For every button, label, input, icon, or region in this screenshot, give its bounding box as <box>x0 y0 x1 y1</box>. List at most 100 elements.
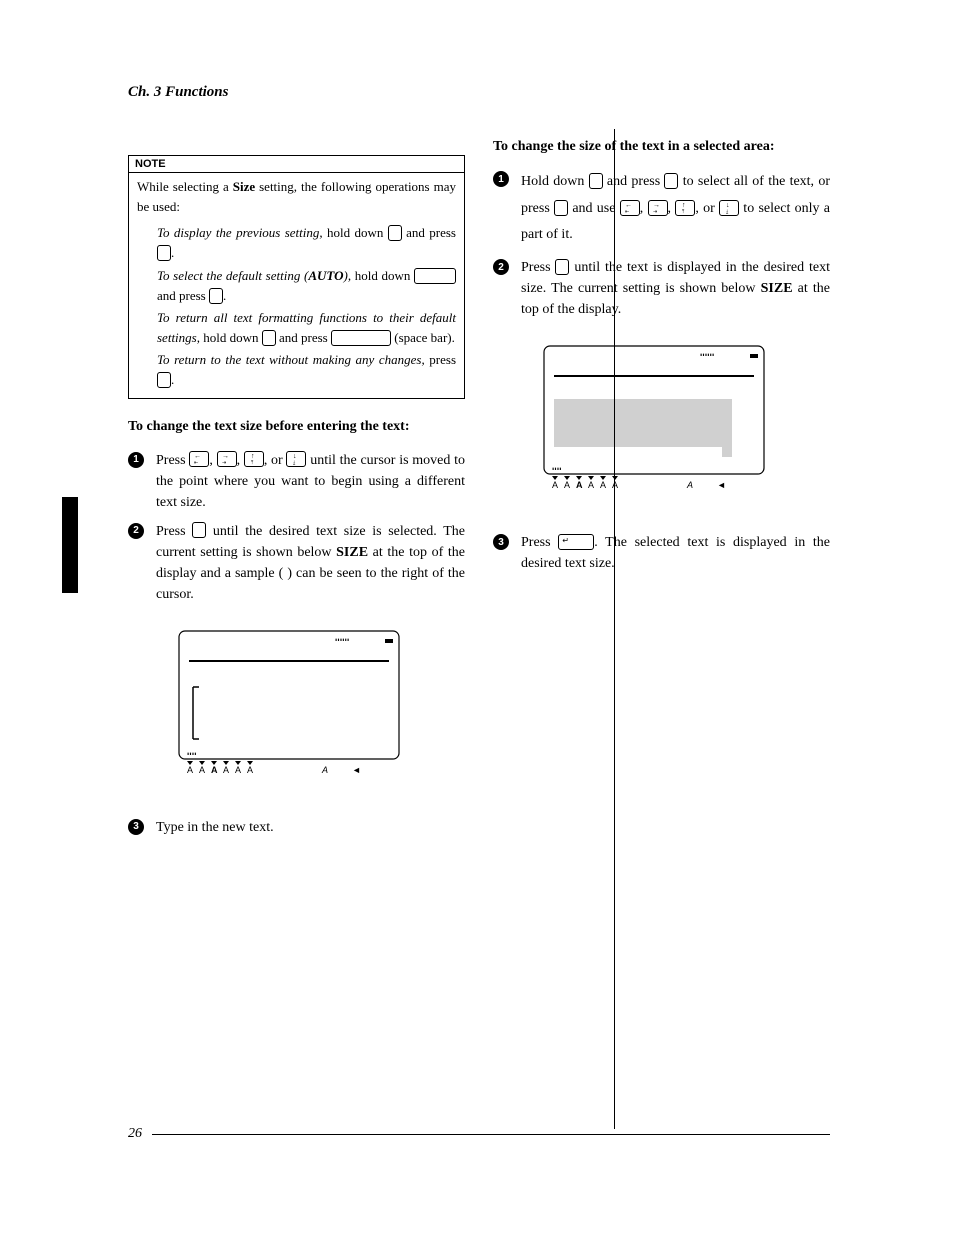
key-right-icon: →⇥ <box>217 451 237 467</box>
r1b: and press <box>603 174 665 189</box>
key-blank-icon <box>555 259 569 275</box>
key-blank-icon <box>388 225 402 241</box>
key-up-icon: ↑⤒ <box>244 451 264 467</box>
svg-text:⤒: ⤒ <box>251 460 254 466</box>
note-item2-d: and press <box>157 288 209 303</box>
display-figure-right: ▮▮▮▮▮▮ ▮▮▮▮ AAAAAAA◄ <box>542 344 782 504</box>
svg-text:A: A <box>588 480 594 490</box>
note-item1-c: and press <box>402 225 456 240</box>
note-intro-bold: Size <box>233 179 255 194</box>
chapter-title: Ch. 3 Functions <box>128 84 830 101</box>
svg-text:◄: ◄ <box>717 480 726 490</box>
note-item-4: To return to the text without making any… <box>157 350 456 390</box>
svg-text:A: A <box>187 765 193 775</box>
l1d: , or <box>264 453 287 468</box>
note-item3-b: hold down <box>200 330 262 345</box>
r1f: , <box>668 201 676 216</box>
svg-text:A: A <box>321 765 328 775</box>
svg-text:→: → <box>222 453 229 460</box>
key-down-icon: ↓⤓ <box>719 200 739 216</box>
key-up-icon: ↑⤒ <box>675 200 695 216</box>
svg-text:A: A <box>211 765 218 775</box>
svg-text:↓: ↓ <box>293 453 297 460</box>
l2a: Press <box>156 524 192 539</box>
key-spacebar-icon <box>331 330 391 346</box>
key-blank-icon <box>192 522 206 538</box>
svg-text:▮▮▮▮▮▮: ▮▮▮▮▮▮ <box>335 637 349 642</box>
svg-text:A: A <box>686 480 693 490</box>
note-header: NOTE <box>129 156 464 173</box>
svg-text:⇥: ⇥ <box>222 460 226 466</box>
left-step-3: 3 Type in the new text. <box>128 817 465 838</box>
note-box: NOTE While selecting a Size setting, the… <box>128 155 465 399</box>
key-blank-icon <box>554 200 568 216</box>
note-item2-bold: AUTO <box>308 268 343 283</box>
svg-text:⇤: ⇤ <box>625 209 629 215</box>
svg-text:←: ← <box>625 202 632 209</box>
right-step-2: 2 Press until the text is displayed in t… <box>493 257 830 320</box>
page-content: Ch. 3 Functions NOTE While selecting a S… <box>128 84 830 846</box>
left-heading: To change the text size before entering … <box>128 417 465 437</box>
svg-text:↑: ↑ <box>251 453 255 460</box>
svg-text:A: A <box>223 765 229 775</box>
svg-text:↑: ↑ <box>682 202 686 209</box>
svg-text:⇥: ⇥ <box>653 209 657 215</box>
note-item-2: To select the default setting (AUTO), ho… <box>157 266 456 306</box>
r1g: , or <box>695 201 719 216</box>
note-item-3: To return all text formatting functions … <box>157 308 456 348</box>
step-bullet-2-icon: 2 <box>128 523 144 539</box>
key-left-icon: ←⇤ <box>620 200 640 216</box>
note-item4-b: press <box>425 352 456 367</box>
right-heading: To change the size of the text in a sele… <box>493 137 830 157</box>
svg-text:A: A <box>576 480 583 490</box>
svg-text:⤓: ⤓ <box>726 209 729 215</box>
column-divider <box>614 129 615 1129</box>
r1e: , <box>640 201 648 216</box>
svg-text:⇤: ⇤ <box>194 460 198 466</box>
l2bold: SIZE <box>336 545 368 560</box>
thumb-tab <box>62 497 78 593</box>
key-blank-icon <box>209 288 223 304</box>
key-right-icon: →⇥ <box>648 200 668 216</box>
svg-text:◄: ◄ <box>352 765 361 775</box>
key-blank-icon <box>589 173 603 189</box>
key-blank-icon <box>157 372 171 388</box>
svg-text:▮▮▮▮▮▮: ▮▮▮▮▮▮ <box>700 352 714 357</box>
r1a: Hold down <box>521 174 589 189</box>
svg-text:A: A <box>564 480 570 490</box>
r3a: Press <box>521 535 558 550</box>
svg-text:A: A <box>247 765 253 775</box>
note-item-1: To display the previous setting, hold do… <box>157 223 456 263</box>
footer-rule <box>152 1134 830 1135</box>
r2a: Press <box>521 260 555 275</box>
right-column: To change the size of the text in a sele… <box>493 127 830 846</box>
key-left-icon: ←⇤ <box>189 451 209 467</box>
svg-text:A: A <box>552 480 558 490</box>
display-figure-left: ▮▮▮▮▮▮ ▮▮▮▮ AAAAAAA◄ <box>177 629 417 789</box>
svg-text:←: ← <box>194 453 201 460</box>
svg-text:⤓: ⤓ <box>293 460 296 466</box>
svg-text:→: → <box>653 202 660 209</box>
note-intro-1: While selecting a <box>137 179 233 194</box>
step-bullet-3-icon: 3 <box>128 819 144 835</box>
note-item3-c: and press <box>276 330 331 345</box>
note-item1-a: To display the previous setting, <box>157 225 323 240</box>
svg-text:A: A <box>199 765 205 775</box>
svg-text:⤒: ⤒ <box>682 209 685 215</box>
r2bold: SIZE <box>761 281 793 296</box>
svg-text:A: A <box>600 480 606 490</box>
svg-text:▮▮▮▮: ▮▮▮▮ <box>552 466 562 471</box>
svg-text:A: A <box>235 765 241 775</box>
l1b: , <box>209 453 216 468</box>
key-blank-icon <box>157 245 171 261</box>
step-bullet-1-icon: 1 <box>493 171 509 187</box>
key-enter-icon: ↵ <box>558 534 594 550</box>
lcd-display-icon: ▮▮▮▮▮▮ ▮▮▮▮ AAAAAAA◄ <box>542 344 782 504</box>
l1c: , <box>237 453 244 468</box>
note-item2-c: hold down <box>351 268 414 283</box>
key-down-icon: ↓⤓ <box>286 451 306 467</box>
lcd-display-icon: ▮▮▮▮▮▮ ▮▮▮▮ AAAAAAA◄ <box>177 629 417 789</box>
note-item3-d: (space bar). <box>391 330 455 345</box>
step-bullet-3-icon: 3 <box>493 534 509 550</box>
note-intro: While selecting a Size setting, the foll… <box>137 177 456 217</box>
